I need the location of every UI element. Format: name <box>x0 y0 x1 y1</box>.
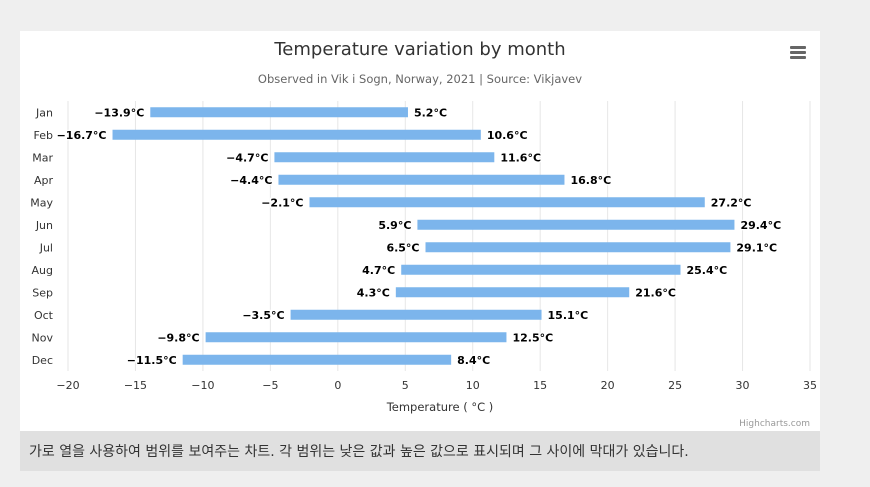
x-axis-title: Temperature ( °C ) <box>386 400 494 414</box>
high-value-label: 29.4°C <box>740 219 781 232</box>
low-value-label: 4.7°C <box>362 264 395 277</box>
chart-description-bar: 가로 열을 사용하여 범위를 보여주는 차트. 각 범위는 낮은 값과 높은 값… <box>20 431 820 471</box>
range-bar[interactable] <box>205 332 507 343</box>
y-tick-label: Nov <box>32 331 54 344</box>
high-value-label: 29.1°C <box>736 241 777 254</box>
credits-link[interactable]: Highcharts.com <box>739 419 810 429</box>
data-labels-layer: −13.9°C 5.2°C −16.7°C 10.6°C −4.7°C 11.6°C −4.… <box>55 105 782 368</box>
chart-container: −13.9°C 5.2°C −16.7°C 10.6°C −4.7°C 11.6°C −4.… <box>20 31 820 431</box>
x-tick-label: 10 <box>466 379 480 392</box>
bars-layer <box>112 107 735 365</box>
y-tick-label: Feb <box>34 129 53 142</box>
y-tick-label: Oct <box>34 309 54 322</box>
y-tick-label: Jun <box>35 219 53 232</box>
high-value-label: 10.6°C <box>487 129 528 142</box>
range-bar[interactable] <box>182 354 452 365</box>
x-tick-label: 15 <box>533 379 547 392</box>
axis-layer: −20 −15 −10 −5 0 5 10 15 20 25 30 35 Jan Feb Mar Apr May… <box>30 106 817 392</box>
chart-subtitle: Observed in Vik i Sogn, Norway, 2021 | S… <box>258 72 582 86</box>
low-value-label: −4.7°C <box>226 151 268 164</box>
chart-title: Temperature variation by month <box>273 39 565 60</box>
high-value-label: 11.6°C <box>500 151 541 164</box>
range-bar[interactable] <box>417 219 735 230</box>
range-bar[interactable] <box>425 242 731 253</box>
range-bar[interactable] <box>150 107 408 118</box>
grid-layer <box>67 101 811 371</box>
low-value-label: −13.9°C <box>94 106 144 119</box>
x-tick-label: 5 <box>402 379 409 392</box>
x-tick-label: −10 <box>191 379 214 392</box>
chart-svg: −13.9°C 5.2°C −16.7°C 10.6°C −4.7°C 11.6°C −4.… <box>30 39 817 429</box>
range-bar[interactable] <box>395 287 630 298</box>
x-tick-label: −5 <box>262 379 278 392</box>
high-value-label: 12.5°C <box>512 331 553 344</box>
range-bar[interactable] <box>274 152 495 163</box>
y-tick-label: Dec <box>32 354 53 367</box>
low-value-label: −3.5°C <box>242 309 284 322</box>
high-value-label: 8.4°C <box>457 354 490 367</box>
y-tick-label: Jul <box>39 241 53 254</box>
range-bar[interactable] <box>401 264 681 275</box>
x-tick-label: 35 <box>803 379 817 392</box>
x-tick-label: 20 <box>601 379 615 392</box>
x-tick-label: 0 <box>334 379 341 392</box>
low-value-label: −4.4°C <box>230 174 272 187</box>
y-tick-label: Aug <box>32 264 53 277</box>
range-bar[interactable] <box>309 197 705 208</box>
low-value-label: −11.5°C <box>127 354 177 367</box>
low-value-label: 5.9°C <box>378 219 411 232</box>
x-tick-label: 25 <box>668 379 682 392</box>
low-value-label: 6.5°C <box>386 241 419 254</box>
high-value-label: 27.2°C <box>711 196 752 209</box>
y-tick-label: Apr <box>34 174 54 187</box>
range-bar[interactable] <box>278 174 565 185</box>
low-value-label: −9.8°C <box>157 331 199 344</box>
high-value-label: 16.8°C <box>570 174 611 187</box>
y-tick-label: May <box>30 196 53 209</box>
high-value-label: 25.4°C <box>686 264 727 277</box>
high-value-label: 15.1°C <box>548 309 589 322</box>
range-bar[interactable] <box>290 309 542 320</box>
low-value-label: 4.3°C <box>357 286 390 299</box>
chart-description: 가로 열을 사용하여 범위를 보여주는 차트. 각 범위는 낮은 값과 높은 값… <box>29 444 689 460</box>
y-tick-label: Sep <box>32 286 53 299</box>
hamburger-icon[interactable] <box>786 43 810 65</box>
x-tick-label: −15 <box>124 379 147 392</box>
low-value-label: −2.1°C <box>261 196 303 209</box>
range-bar[interactable] <box>112 129 481 140</box>
high-value-label: 5.2°C <box>414 106 447 119</box>
low-value-label: −16.7°C <box>57 129 107 142</box>
x-tick-label: −20 <box>56 379 79 392</box>
y-tick-label: Jan <box>35 106 53 119</box>
y-tick-label: Mar <box>32 151 53 164</box>
high-value-label: 21.6°C <box>635 286 676 299</box>
x-tick-label: 30 <box>736 379 750 392</box>
